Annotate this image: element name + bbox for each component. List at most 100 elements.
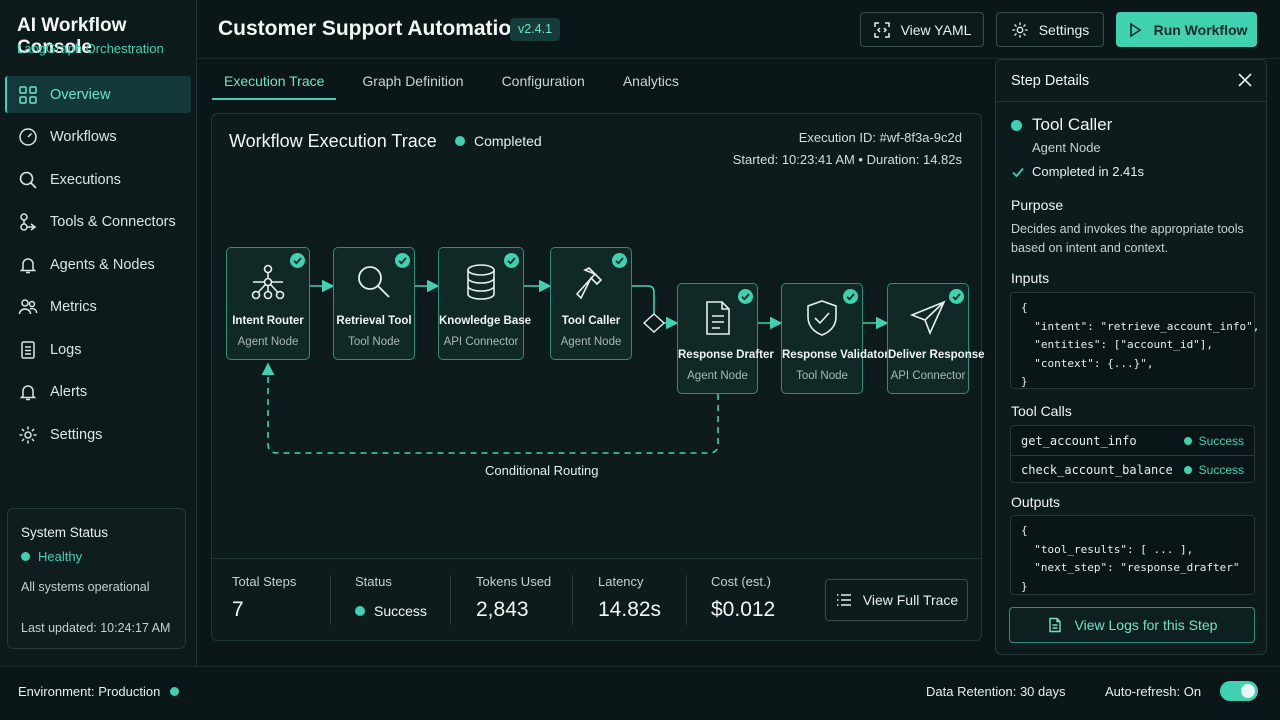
- trace-title: Workflow Execution Trace: [229, 131, 437, 151]
- tab-execution-trace[interactable]: Execution Trace: [212, 62, 337, 100]
- tab-bar: Execution Trace Graph Definition Configu…: [212, 62, 705, 100]
- selected-node-label: Tool Caller: [1032, 115, 1113, 134]
- check-icon: [504, 253, 519, 268]
- view-step-logs-label: View Logs for this Step: [1074, 617, 1218, 633]
- auto-refresh-label: Auto-refresh: On: [1105, 684, 1202, 699]
- status-dot: [1183, 466, 1192, 474]
- data-retention: Data Retention: 30 days: [926, 684, 1066, 699]
- run-workflow-button[interactable]: Run Workflow: [1116, 12, 1257, 47]
- selected-node-name: Tool Caller: [1011, 115, 1112, 135]
- status-dot: [355, 606, 365, 616]
- node-intent-router[interactable]: Intent Router Agent Node: [226, 247, 310, 360]
- stat-divider: [330, 575, 331, 625]
- connectors-icon: [20, 213, 37, 231]
- tool-calls-heading: Tool Calls: [1011, 403, 1072, 419]
- send-icon: [909, 300, 946, 336]
- status-dot: [455, 136, 465, 146]
- sidebar-item-metrics[interactable]: Metrics: [5, 289, 191, 326]
- footer-bar: [0, 666, 1280, 720]
- tool-call-name: check_account_balance: [1021, 463, 1173, 477]
- check-icon: [612, 253, 627, 268]
- search-icon: [19, 171, 37, 189]
- trace-status-label: Completed: [474, 133, 542, 149]
- system-status-state: Healthy: [21, 549, 82, 564]
- node-response-validator[interactable]: Response Validator Tool Node: [781, 283, 889, 394]
- document-icon: [1048, 617, 1061, 633]
- node-name: Response Validator: [782, 349, 889, 361]
- code-frame-icon: [873, 21, 890, 38]
- settings-button[interactable]: Settings: [996, 12, 1104, 47]
- document-icon: [705, 301, 730, 335]
- node-type: Agent Node: [687, 370, 748, 382]
- environment-indicator: Environment: Production: [18, 684, 180, 699]
- sidebar-item-executions[interactable]: Executions: [5, 161, 191, 198]
- tab-configuration[interactable]: Configuration: [501, 73, 585, 89]
- bell-icon: [19, 257, 37, 273]
- sidebar-item-settings[interactable]: Settings: [5, 416, 191, 453]
- sidebar-item-label: Workflows: [50, 129, 117, 145]
- stat-divider: [450, 575, 451, 625]
- page-title: Customer Support Automation: [218, 17, 525, 40]
- environment-label: Environment: Production: [18, 684, 161, 699]
- node-type: Tool Node: [796, 370, 848, 382]
- completion-text: Completed in 2.41s: [1032, 164, 1145, 179]
- node-retrieval-tool[interactable]: Retrieval Tool Tool Node: [333, 247, 415, 360]
- tab-analytics[interactable]: Analytics: [622, 73, 679, 89]
- search-icon: [358, 266, 390, 298]
- sidebar-item-tools-connectors[interactable]: Tools & Connectors: [5, 204, 191, 241]
- status-dot: [1011, 119, 1022, 131]
- stats-divider: [212, 558, 981, 559]
- system-status-card: System Status Healthy All systems operat…: [7, 508, 186, 649]
- view-full-trace-label: View Full Trace: [862, 592, 959, 608]
- tool-call-row[interactable]: get_account_info Success: [1011, 426, 1254, 455]
- status-dot: [1183, 436, 1192, 445]
- view-yaml-button[interactable]: View YAML: [860, 12, 984, 47]
- node-deliver-response[interactable]: Deliver Response API Connector: [887, 283, 985, 394]
- sidebar-item-logs[interactable]: Logs: [5, 331, 191, 368]
- sidebar-item-alerts[interactable]: Alerts: [5, 374, 191, 411]
- sidebar-item-workflows[interactable]: Workflows: [5, 119, 191, 156]
- tab-graph-definition[interactable]: Graph Definition: [362, 73, 464, 89]
- close-icon[interactable]: [1237, 72, 1253, 88]
- gauge-icon: [19, 128, 37, 146]
- tool-call-status-text: Success: [1198, 463, 1244, 477]
- node-name: Deliver Response: [888, 349, 985, 361]
- check-icon: [949, 289, 964, 304]
- check-icon: [1012, 167, 1024, 177]
- stat-total-steps: Total Steps 7: [232, 574, 296, 622]
- node-tool-caller[interactable]: Tool Caller Agent Node: [550, 247, 632, 360]
- grid-icon: [19, 85, 37, 104]
- check-icon: [395, 253, 410, 268]
- tool-call-status-text: Success: [1198, 433, 1244, 448]
- toggle-knob: [1241, 684, 1255, 698]
- execution-meta: Started: 10:23:41 AM • Duration: 14.82s: [732, 152, 962, 167]
- step-details-title: Step Details: [1011, 73, 1090, 89]
- sidebar: AI Workflow Console LangGraph Orchestrat…: [0, 0, 197, 666]
- node-response-drafter[interactable]: Response Drafter Agent Node: [677, 283, 774, 394]
- node-name: Tool Caller: [561, 315, 621, 327]
- node-knowledge-base[interactable]: Knowledge Base API Connector: [438, 247, 531, 360]
- sidebar-item-overview[interactable]: Overview: [5, 76, 191, 113]
- purpose-heading: Purpose: [1011, 197, 1064, 213]
- tool-call-row[interactable]: check_account_balance Success: [1011, 455, 1254, 484]
- view-step-logs-button[interactable]: View Logs for this Step: [1009, 607, 1255, 643]
- purpose-text: Decides and invokes the appropriate tool…: [1011, 222, 1244, 255]
- stat-label: Tokens Used: [476, 574, 552, 589]
- system-status-title: System Status: [21, 525, 109, 540]
- sidebar-item-agents-nodes[interactable]: Agents & Nodes: [5, 246, 191, 283]
- auto-refresh-toggle[interactable]: [1220, 681, 1258, 701]
- stat-latency: Latency 14.82s: [598, 574, 661, 622]
- edge-toolcaller-decision: [632, 285, 655, 314]
- view-full-trace-button[interactable]: View Full Trace: [825, 579, 968, 621]
- stat-label: Cost (est.): [711, 574, 771, 589]
- shield-check-icon: [807, 300, 837, 336]
- gear-icon: [1012, 21, 1028, 38]
- stat-status: Status Success: [355, 574, 427, 619]
- sidebar-item-label: Agents & Nodes: [50, 256, 155, 273]
- inputs-heading: Inputs: [1011, 270, 1050, 286]
- stat-value: Success: [355, 603, 427, 619]
- version-badge: v2.4.1: [510, 18, 561, 41]
- run-workflow-label: Run Workflow: [1153, 21, 1248, 38]
- users-icon: [18, 299, 38, 315]
